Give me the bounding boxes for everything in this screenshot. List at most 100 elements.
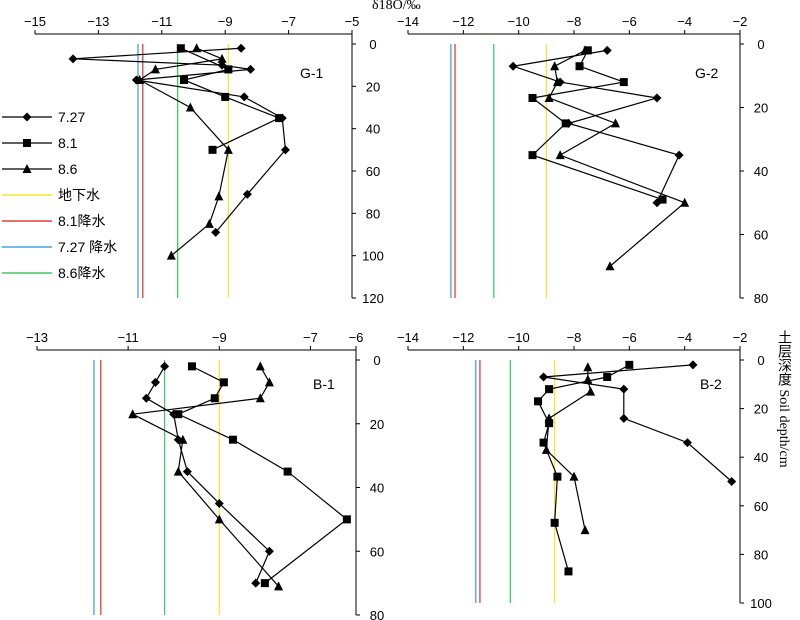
legend-marker-square: [23, 139, 31, 147]
data-point-8.1: [658, 195, 667, 204]
legend-item: 8.6降水: [2, 264, 142, 290]
y-tick-label: 60: [366, 164, 380, 179]
data-point-7.27: [539, 372, 549, 382]
data-point-7.27: [602, 45, 612, 55]
data-point-8.1: [619, 78, 628, 87]
y-tick-label: 40: [366, 122, 380, 137]
x-tick-label: −7: [281, 14, 296, 29]
x-tick-label: −15: [24, 14, 46, 29]
data-point-8.1: [260, 579, 269, 588]
data-point-8.6: [192, 43, 202, 53]
data-point-7.27: [141, 393, 151, 403]
data-point-8.6: [135, 74, 145, 84]
data-point-7.27: [246, 64, 256, 74]
panel-label: B-1: [313, 376, 335, 392]
y-tick-label: 20: [370, 417, 384, 432]
x-tick-label: −11: [151, 14, 172, 29]
data-point-8.6: [552, 77, 562, 87]
data-point-8.1: [539, 438, 548, 447]
data-point-8.6: [580, 525, 590, 535]
x-tick-label: −9: [212, 330, 227, 345]
x-tick-label: −8: [567, 330, 582, 345]
right-axis-title: 土层深度 Soil depth/cm: [776, 330, 791, 468]
panel-B-2: −14 −12 −10 −8 −6 −4 −2 0 20 40 60 80 100 B-2: [397, 330, 772, 611]
data-point-8.1: [208, 145, 217, 154]
data-point-8.1: [564, 567, 573, 576]
data-point-8.6: [555, 150, 565, 160]
data-point-8.6: [611, 118, 620, 128]
data-point-7.27: [150, 377, 160, 387]
legend-marker-diamond: [22, 112, 32, 122]
x-tick-label: −4: [677, 330, 692, 345]
data-point-8.6: [583, 374, 593, 384]
data-point-8.1: [187, 362, 196, 371]
data-point-8.6: [541, 444, 551, 454]
data-point-8.1: [545, 385, 554, 394]
data-point-8.6: [166, 250, 176, 260]
legend-item: 8.1: [2, 134, 142, 160]
data-point-7.27: [619, 413, 629, 423]
series-line-7.27: [543, 364, 733, 482]
panel-label: G-2: [695, 65, 719, 81]
y-tick-label: 80: [366, 206, 380, 221]
data-point-8.1: [575, 62, 584, 71]
x-tick-label: −9: [218, 14, 233, 29]
y-tick-label: 20: [366, 79, 380, 94]
data-point-8.1: [210, 394, 219, 403]
data-point-8.6: [264, 377, 274, 387]
data-point-8.6: [217, 53, 227, 63]
y-tick-label: 0: [369, 37, 376, 52]
data-point-8.6: [185, 102, 195, 112]
x-tick-label: −10: [508, 330, 530, 345]
data-point-8.1: [625, 360, 634, 369]
data-point-8.1: [342, 515, 351, 524]
data-point-7.27: [211, 227, 221, 237]
y-tick-label: 80: [370, 608, 384, 620]
legend-label: 地下水: [58, 187, 100, 203]
x-tick-label: −6: [349, 330, 364, 345]
data-point-8.1: [283, 467, 292, 476]
series-line-7.27: [512, 49, 680, 204]
x-tick-label: −2: [733, 330, 748, 345]
data-point-7.27: [652, 93, 662, 103]
data-point-8.1: [176, 44, 185, 53]
data-point-7.27: [688, 360, 698, 370]
data-point-7.27: [674, 150, 684, 160]
y-tick-label: 60: [754, 228, 768, 243]
data-point-8.1: [221, 92, 230, 101]
legend-label: 8.6: [58, 161, 78, 177]
y-tick-label: 60: [754, 499, 768, 514]
x-tick-label: −6: [622, 330, 637, 345]
y-tick-label: 20: [754, 101, 768, 116]
legend-sample: [2, 164, 52, 173]
data-point-8.6: [214, 191, 224, 201]
data-point-8.1: [275, 114, 284, 123]
data-point-7.27: [280, 145, 290, 155]
data-point-8.6: [255, 393, 265, 403]
y-tick-label: 20: [754, 402, 768, 417]
series-line-8.1: [180, 47, 281, 151]
data-point-8.6: [128, 409, 138, 419]
series-line-8.1: [531, 50, 663, 201]
x-tick-label: −7: [303, 330, 318, 345]
data-point-8.6: [178, 434, 188, 444]
data-point-8.6: [214, 514, 224, 524]
y-tick-label: 100: [362, 249, 384, 264]
x-tick-label: −13: [87, 14, 109, 29]
series-line-7.27: [73, 47, 287, 233]
data-point-8.1: [553, 472, 562, 481]
data-point-8.1: [528, 93, 537, 102]
data-point-7.27: [236, 43, 246, 53]
data-point-7.27: [239, 92, 249, 102]
panel-label: B-2: [700, 376, 722, 392]
panel-label: G-1: [300, 65, 324, 81]
y-tick-label: 0: [373, 353, 380, 368]
data-point-7.27: [619, 384, 629, 394]
data-point-8.6: [544, 92, 554, 102]
data-point-8.1: [174, 410, 183, 419]
data-point-8.6: [586, 386, 596, 396]
data-point-8.6: [544, 413, 554, 423]
data-point-8.6: [173, 466, 183, 476]
data-point-8.6: [550, 61, 560, 71]
data-point-8.6: [255, 361, 265, 371]
